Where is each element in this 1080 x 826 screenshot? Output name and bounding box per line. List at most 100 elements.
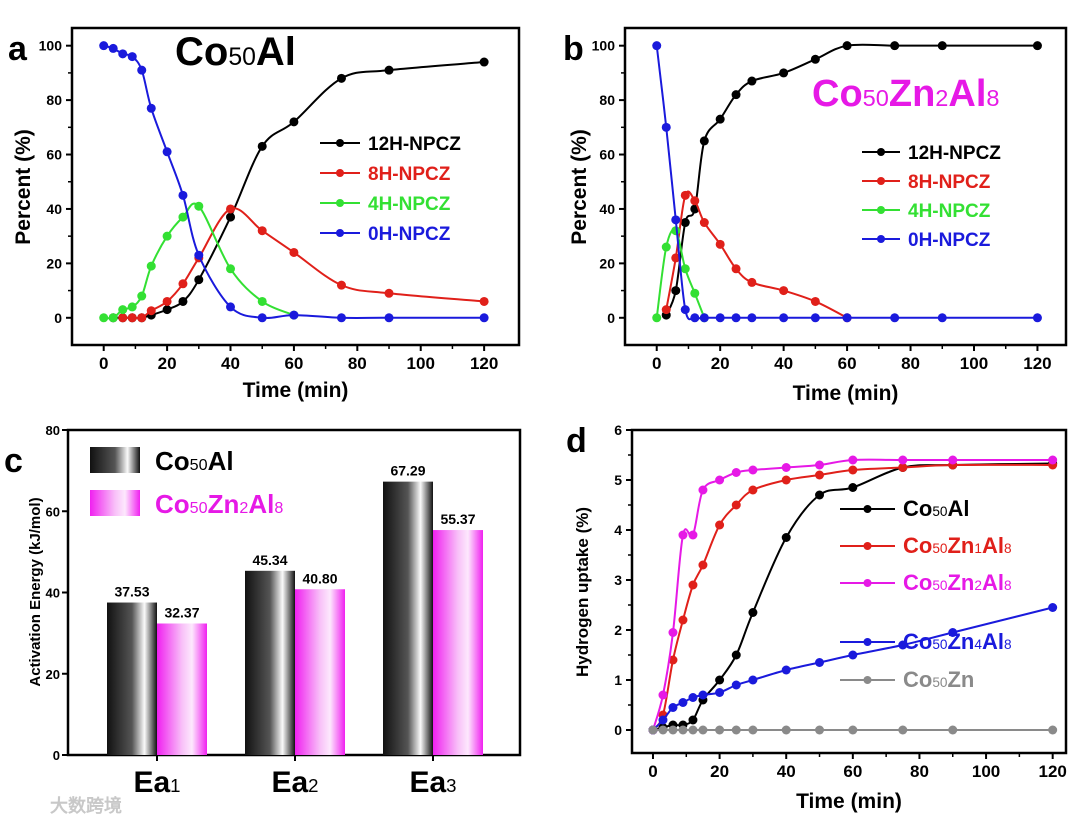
data-point-Co50Zn1Al8 bbox=[898, 463, 908, 472]
data-point-12H-NPCZ bbox=[937, 41, 947, 51]
plot-frame bbox=[70, 26, 521, 347]
y-axis-title: Percent (%) bbox=[568, 129, 591, 245]
plot-frame bbox=[623, 26, 1068, 347]
y-tick-label: 60 bbox=[46, 147, 62, 163]
legend-swatch-Co50Zn2Al8 bbox=[90, 490, 140, 516]
data-point-Co50Zn4Al8 bbox=[688, 693, 698, 702]
y-tick-label: 60 bbox=[599, 147, 615, 163]
data-point-Co50Zn2Al8 bbox=[715, 475, 725, 485]
data-point-8H-NPCZ bbox=[661, 305, 671, 315]
data-point-0H-NPCZ bbox=[671, 215, 681, 225]
data-point-12H-NPCZ bbox=[194, 275, 204, 285]
data-point-Co50Zn bbox=[678, 725, 688, 735]
x-axis-title: Time (min) bbox=[243, 379, 349, 402]
legend-marker-Co50Zn1Al8 bbox=[863, 542, 872, 550]
data-point-4H-NPCZ bbox=[99, 313, 109, 323]
data-point-Co50Zn bbox=[731, 725, 741, 735]
data-point-0H-NPCZ bbox=[384, 313, 394, 323]
data-point-Co50Zn1Al8 bbox=[715, 520, 725, 530]
legend-label: 4H-NPCZ bbox=[908, 201, 991, 222]
x-tick-label: 100 bbox=[407, 354, 435, 373]
legend-marker-Co50Zn4Al8 bbox=[863, 638, 872, 646]
y-tick-label: 3 bbox=[614, 572, 622, 588]
data-point-4H-NPCZ bbox=[661, 242, 671, 252]
data-point-12H-NPCZ bbox=[384, 65, 394, 75]
data-point-8H-NPCZ bbox=[226, 204, 236, 214]
legend-label: Co50Al bbox=[155, 446, 234, 476]
x-tick-label: 20 bbox=[158, 354, 177, 373]
y-axis-title: Hydrogen uptake (%) bbox=[573, 507, 592, 677]
data-point-12H-NPCZ bbox=[226, 212, 236, 222]
data-point-0H-NPCZ bbox=[226, 302, 236, 312]
data-point-0H-NPCZ bbox=[890, 313, 900, 323]
data-point-Co50Zn2Al8 bbox=[658, 690, 668, 700]
y-tick-label: 40 bbox=[46, 586, 60, 601]
data-point-Co50Zn bbox=[848, 725, 858, 735]
data-point-8H-NPCZ bbox=[747, 277, 757, 287]
data-point-Co50Zn2Al8 bbox=[748, 465, 758, 475]
y-tick-label: 0 bbox=[54, 310, 62, 326]
plot-frame bbox=[630, 428, 1068, 755]
data-point-0H-NPCZ bbox=[137, 65, 147, 75]
data-point-12H-NPCZ bbox=[779, 68, 789, 78]
data-point-8H-NPCZ bbox=[178, 279, 188, 289]
data-point-0H-NPCZ bbox=[194, 250, 204, 260]
x-tick-label: 80 bbox=[348, 354, 367, 373]
data-point-8H-NPCZ bbox=[671, 253, 681, 263]
data-point-0H-NPCZ bbox=[99, 41, 109, 51]
data-point-Co50Zn bbox=[715, 725, 725, 735]
data-point-4H-NPCZ bbox=[108, 313, 118, 323]
legend-marker-0H-NPCZ bbox=[336, 229, 344, 237]
data-point-Co50Zn2Al8 bbox=[688, 530, 698, 540]
y-tick-label: 40 bbox=[46, 201, 62, 217]
data-point-Co50Zn4Al8 bbox=[948, 628, 958, 637]
data-point-Co50Zn1Al8 bbox=[848, 465, 858, 475]
data-point-Co50Zn4Al8 bbox=[658, 715, 668, 725]
data-point-0H-NPCZ bbox=[747, 313, 757, 323]
x-tick-label: 120 bbox=[1038, 762, 1066, 781]
data-point-Co50Al bbox=[781, 533, 791, 542]
legend-marker-8H-NPCZ bbox=[336, 169, 344, 177]
data-point-Co50Zn4Al8 bbox=[678, 698, 688, 707]
legend-marker-4H-NPCZ bbox=[877, 206, 885, 214]
y-tick-label: 80 bbox=[599, 92, 615, 108]
data-point-12H-NPCZ bbox=[479, 57, 489, 67]
data-point-12H-NPCZ bbox=[890, 41, 900, 51]
data-point-Co50Zn2Al8 bbox=[815, 460, 825, 470]
data-point-Co50Zn bbox=[648, 725, 658, 735]
data-point-Co50Zn4Al8 bbox=[898, 640, 908, 650]
data-point-12H-NPCZ bbox=[1032, 41, 1042, 51]
watermark: 大数跨境 bbox=[50, 795, 122, 816]
x-tick-label: 20 bbox=[711, 354, 730, 373]
data-point-Co50Zn bbox=[688, 725, 698, 735]
data-point-Co50Al bbox=[748, 608, 758, 617]
data-point-Co50Zn bbox=[748, 725, 758, 735]
data-point-8H-NPCZ bbox=[137, 313, 147, 323]
data-point-Co50Zn4Al8 bbox=[1048, 603, 1058, 612]
data-point-0H-NPCZ bbox=[779, 313, 789, 323]
data-point-0H-NPCZ bbox=[731, 313, 741, 323]
data-point-Co50Zn2Al8 bbox=[948, 455, 958, 465]
data-point-12H-NPCZ bbox=[731, 90, 741, 100]
bar-Co50Zn2Al8-Ea2 bbox=[295, 589, 345, 755]
legend-label: Co50Zn1Al8 bbox=[903, 533, 1012, 558]
legend-marker-Co50Al bbox=[863, 505, 872, 513]
series-line-12H-NPCZ bbox=[113, 61, 485, 319]
data-point-0H-NPCZ bbox=[118, 49, 128, 59]
data-point-Co50Al bbox=[815, 490, 825, 500]
panel-title: Co50Zn2Al8 bbox=[812, 73, 1000, 115]
data-point-0H-NPCZ bbox=[289, 310, 299, 320]
data-point-0H-NPCZ bbox=[108, 43, 118, 53]
data-point-Co50Al bbox=[731, 650, 741, 660]
legend-label: Co50Zn2Al8 bbox=[155, 489, 283, 519]
data-point-Co50Zn2Al8 bbox=[678, 530, 688, 540]
x-tick-label: 80 bbox=[901, 354, 920, 373]
x-tick-label: 20 bbox=[710, 762, 729, 781]
legend-marker-8H-NPCZ bbox=[877, 177, 885, 185]
data-point-12H-NPCZ bbox=[842, 41, 852, 51]
data-point-8H-NPCZ bbox=[384, 288, 394, 298]
y-tick-label: 6 bbox=[614, 422, 622, 438]
data-point-0H-NPCZ bbox=[699, 313, 709, 323]
data-point-Co50Zn4Al8 bbox=[815, 658, 825, 667]
legend-marker-4H-NPCZ bbox=[336, 199, 344, 207]
